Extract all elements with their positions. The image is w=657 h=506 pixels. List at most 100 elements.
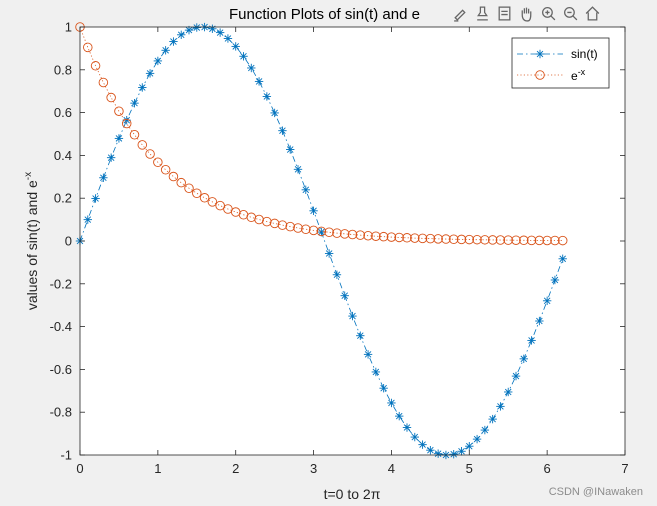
legend-marker-sin	[535, 49, 545, 59]
series-exp-point	[137, 140, 148, 150]
series-sin-point	[278, 126, 287, 135]
chart-title: Function Plots of sin(t) and e	[229, 6, 420, 23]
series-exp-point	[495, 235, 506, 245]
series-sin	[75, 22, 567, 460]
series-exp-point	[199, 193, 210, 203]
series-exp	[75, 22, 568, 246]
series-sin-point	[293, 165, 303, 174]
series-sin-point	[433, 449, 443, 458]
series-sin-point	[356, 331, 365, 340]
series-sin-point	[387, 398, 396, 408]
series-sin-point	[324, 249, 334, 258]
series-sin-point	[402, 423, 412, 432]
series-exp-point	[98, 77, 109, 88]
series-sin-point	[449, 449, 458, 459]
axes-toolbar	[451, 2, 602, 24]
series-exp-point	[308, 225, 319, 236]
series-sin-point	[262, 92, 272, 101]
series-sin-point	[535, 316, 544, 326]
series-sin-point	[527, 336, 536, 345]
pin-icon[interactable]	[473, 4, 492, 23]
series-sin-point	[550, 275, 560, 285]
y-tick-label: -0.4	[50, 319, 72, 334]
y-tick-label: 1	[65, 20, 72, 35]
series-sin-point	[504, 387, 513, 397]
series-exp-point	[480, 235, 490, 245]
series-sin-point	[145, 69, 155, 78]
x-tick-label: 5	[466, 461, 473, 476]
series-layer	[75, 22, 568, 460]
y-axis-label: values of sin(t) and e-x	[23, 172, 40, 310]
zoom-in-icon[interactable]	[539, 4, 558, 23]
series-exp-point	[106, 92, 116, 103]
series-sin-point	[309, 206, 318, 216]
series-exp-point	[285, 221, 295, 232]
series-sin-point	[410, 432, 419, 442]
series-sin-point	[496, 402, 505, 411]
series-exp-point	[355, 230, 366, 240]
y-tick-label: -0.8	[50, 405, 72, 420]
series-exp-point	[519, 235, 529, 246]
series-exp-point	[448, 234, 459, 244]
series-exp-point	[542, 235, 552, 246]
series-exp-point	[472, 234, 482, 245]
series-sin-point	[177, 30, 186, 39]
series-exp-point	[456, 234, 467, 245]
series-exp-line	[79, 26, 563, 241]
series-sin-point	[340, 291, 349, 300]
series-exp-point	[550, 235, 560, 246]
series-exp-point	[293, 223, 303, 233]
series-sin-point	[192, 23, 201, 32]
legend-box	[511, 37, 610, 89]
legend[interactable]: sin(t) e-x	[511, 37, 610, 89]
series-exp-point	[386, 232, 397, 242]
series-exp-point	[526, 235, 537, 246]
series-sin-point	[379, 383, 388, 393]
zoom-out-icon[interactable]	[561, 4, 580, 23]
series-exp-point	[215, 200, 225, 211]
pan-icon[interactable]	[517, 4, 536, 23]
x-tick-label: 1	[154, 461, 161, 476]
series-sin-point	[511, 371, 521, 381]
series-sin-point	[472, 434, 482, 444]
x-tick-label: 3	[310, 461, 317, 476]
legend-entries	[517, 49, 563, 80]
brush-icon[interactable]	[451, 4, 470, 23]
series-sin-point	[223, 34, 233, 43]
series-sin-point	[519, 354, 528, 364]
legend-label-exp-base: e	[571, 69, 578, 83]
x-axis-label: t=0 to 2π	[324, 486, 381, 502]
series-exp-point	[121, 118, 132, 129]
series-exp-point	[410, 233, 420, 243]
series-exp-point	[277, 220, 288, 230]
series-sin-point	[465, 442, 474, 451]
series-sin-point	[83, 215, 92, 224]
series-sin-point	[270, 108, 279, 118]
series-exp-point	[402, 233, 412, 243]
series-sin-point	[332, 270, 342, 279]
x-tick-label: 4	[388, 461, 395, 476]
series-sin-point	[247, 63, 256, 73]
series-exp-point	[192, 188, 202, 199]
x-tick-label: 2	[232, 461, 239, 476]
series-exp-point	[503, 235, 513, 245]
series-exp-point	[316, 226, 327, 237]
y-tick-label: 0.8	[54, 62, 72, 77]
series-exp-point	[433, 234, 443, 244]
series-sin-point	[488, 414, 497, 424]
y-tick-label: -0.6	[50, 362, 72, 377]
legend-label-exp: e-x	[571, 67, 586, 83]
series-exp-point	[324, 227, 334, 238]
home-icon[interactable]	[583, 4, 602, 23]
series-sin-point	[371, 367, 381, 377]
series-sin-point	[395, 411, 404, 421]
data-tip-icon[interactable]	[495, 4, 514, 23]
x-tick-label: 0	[76, 461, 83, 476]
series-exp-point	[207, 197, 218, 207]
series-exp-point	[417, 233, 428, 244]
series-exp-point	[441, 234, 451, 244]
legend-marker-exp	[535, 70, 545, 80]
y-tick-label: -1	[60, 448, 72, 463]
series-exp-point	[332, 228, 342, 238]
series-exp-point	[114, 106, 124, 116]
